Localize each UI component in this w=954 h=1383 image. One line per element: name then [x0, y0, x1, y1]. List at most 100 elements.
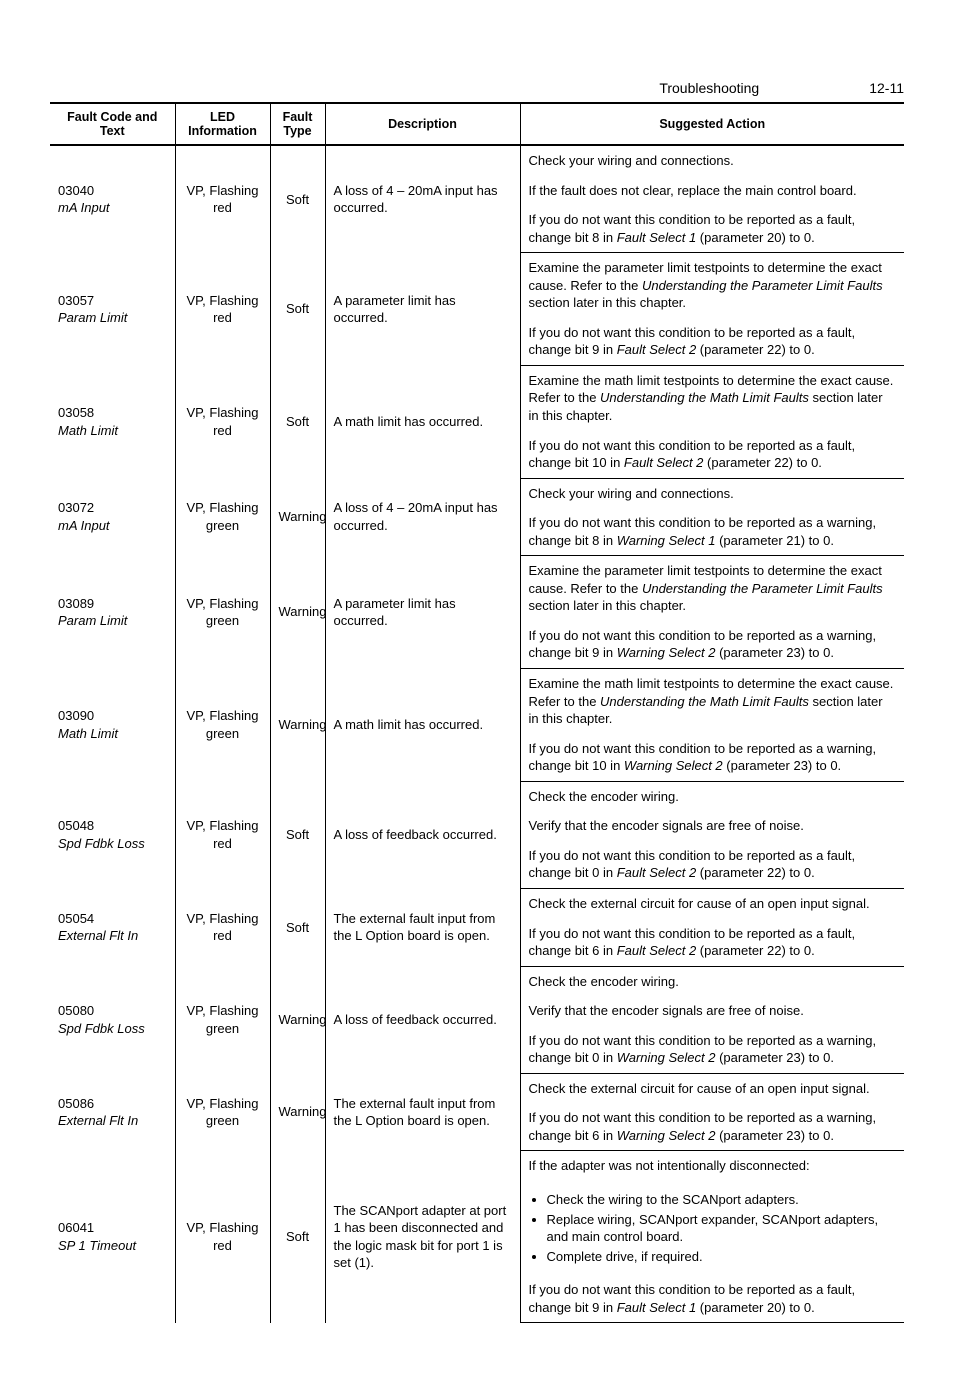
cell-fault-code: 03057Param Limit	[50, 253, 175, 366]
action-text: If you do not want this condition to be …	[529, 514, 897, 549]
col-fault-type: Fault Type	[270, 104, 325, 145]
col-suggested-action: Suggested Action	[520, 104, 904, 145]
cell-description: A loss of 4 – 20mA input has occurred.	[325, 478, 520, 556]
cell-suggested-action: Check the encoder wiring.	[520, 781, 904, 811]
action-text: If you do not want this condition to be …	[529, 324, 897, 359]
cell-suggested-action: If you do not want this condition to be …	[520, 1275, 904, 1323]
cell-fault-code: 03089Param Limit	[50, 556, 175, 669]
action-text: If you do not want this condition to be …	[529, 847, 897, 882]
action-text: If the fault does not clear, replace the…	[529, 182, 897, 200]
cell-fault-type: Soft	[270, 145, 325, 253]
fault-code: 03057	[58, 292, 167, 310]
cell-fault-code: 03040mA Input	[50, 145, 175, 253]
cell-fault-type: Soft	[270, 888, 325, 966]
cell-suggested-action: Examine the parameter limit testpoints t…	[520, 556, 904, 621]
cell-fault-type: Soft	[270, 365, 325, 478]
cell-suggested-action: Check the external circuit for cause of …	[520, 888, 904, 918]
cell-description: The external fault input from the L Opti…	[325, 1073, 520, 1151]
action-text-post: (parameter 20) to 0.	[696, 1300, 815, 1315]
cell-description: A loss of feedback occurred.	[325, 781, 520, 888]
fault-code: 03040	[58, 182, 167, 200]
cell-suggested-action: If you do not want this condition to be …	[520, 205, 904, 253]
table-row: 03089Param LimitVP, Flashing greenWarnin…	[50, 556, 904, 621]
cell-suggested-action: Check the encoder wiring.	[520, 966, 904, 996]
cell-suggested-action: If you do not want this condition to be …	[520, 318, 904, 366]
fault-code: 05080	[58, 1002, 167, 1020]
cell-suggested-action: If you do not want this condition to be …	[520, 1026, 904, 1074]
table-row: 06041SP 1 TimeoutVP, Flashing redSoftThe…	[50, 1151, 904, 1181]
table-row: 03058Math LimitVP, Flashing redSoftA mat…	[50, 365, 904, 430]
action-text: If you do not want this condition to be …	[529, 1109, 897, 1144]
cell-led-info: VP, Flashing red	[175, 145, 270, 253]
cell-fault-code: 03072mA Input	[50, 478, 175, 556]
fault-text: Param Limit	[58, 612, 167, 630]
fault-code: 03090	[58, 707, 167, 725]
fault-text: Math Limit	[58, 725, 167, 743]
fault-text: mA Input	[58, 517, 167, 535]
fault-text: Math Limit	[58, 422, 167, 440]
action-text-post: (parameter 23) to 0.	[715, 1050, 834, 1065]
fault-code: 03058	[58, 404, 167, 422]
action-text: Verify that the encoder signals are free…	[529, 817, 897, 835]
fault-table: Fault Code and Text LED Information Faul…	[50, 104, 904, 1323]
col-led-info: LED Information	[175, 104, 270, 145]
cell-description: A math limit has occurred.	[325, 365, 520, 478]
fault-text: mA Input	[58, 199, 167, 217]
table-row: 03090Math LimitVP, Flashing greenWarning…	[50, 669, 904, 734]
cell-fault-code: 03058Math Limit	[50, 365, 175, 478]
action-param-ref: Fault Select 1	[617, 1300, 697, 1315]
action-param-ref: Fault Select 2	[617, 342, 697, 357]
cell-fault-type: Warning	[270, 478, 325, 556]
action-text: Examine the parameter limit testpoints t…	[529, 562, 897, 615]
action-text-post: (parameter 21) to 0.	[715, 533, 834, 548]
action-text: If you do not want this condition to be …	[529, 1281, 897, 1316]
table-row: 05086External Flt InVP, Flashing greenWa…	[50, 1073, 904, 1103]
fault-text: SP 1 Timeout	[58, 1237, 167, 1255]
action-text: Verify that the encoder signals are free…	[529, 1002, 897, 1020]
cell-led-info: VP, Flashing green	[175, 669, 270, 782]
cell-fault-code: 03090Math Limit	[50, 669, 175, 782]
cell-suggested-action: If you do not want this condition to be …	[520, 841, 904, 889]
action-param-ref: Fault Select 1	[617, 230, 697, 245]
cell-fault-type: Soft	[270, 253, 325, 366]
action-param-ref: Warning Select 2	[617, 1128, 716, 1143]
action-param-ref: Understanding the Math Limit Faults	[600, 694, 809, 709]
action-text-post: (parameter 23) to 0.	[715, 645, 834, 660]
action-text: If you do not want this condition to be …	[529, 627, 897, 662]
cell-suggested-action: Verify that the encoder signals are free…	[520, 996, 904, 1026]
action-text: Examine the math limit testpoints to det…	[529, 372, 897, 425]
cell-fault-code: 06041SP 1 Timeout	[50, 1151, 175, 1323]
fault-code: 06041	[58, 1219, 167, 1237]
table-header-row: Fault Code and Text LED Information Faul…	[50, 104, 904, 145]
action-text-post: (parameter 23) to 0.	[715, 1128, 834, 1143]
fault-text: Param Limit	[58, 309, 167, 327]
cell-fault-code: 05054External Flt In	[50, 888, 175, 966]
action-text: If you do not want this condition to be …	[529, 211, 897, 246]
action-param-ref: Understanding the Parameter Limit Faults	[642, 581, 883, 596]
cell-suggested-action: Verify that the encoder signals are free…	[520, 811, 904, 841]
action-param-ref: Understanding the Math Limit Faults	[600, 390, 809, 405]
table-row: 05080Spd Fdbk LossVP, Flashing greenWarn…	[50, 966, 904, 996]
action-text: If the adapter was not intentionally dis…	[529, 1157, 897, 1175]
cell-description: A loss of feedback occurred.	[325, 966, 520, 1073]
table-row: 03040mA InputVP, Flashing redSoftA loss …	[50, 145, 904, 176]
fault-code: 05048	[58, 817, 167, 835]
fault-code: 03089	[58, 595, 167, 613]
action-param-ref: Warning Select 1	[617, 533, 716, 548]
action-text: If you do not want this condition to be …	[529, 925, 897, 960]
table-row: 03072mA InputVP, Flashing greenWarningA …	[50, 478, 904, 508]
cell-suggested-action: If you do not want this condition to be …	[520, 621, 904, 669]
action-bullet-list: Check the wiring to the SCANport adapter…	[529, 1191, 897, 1265]
cell-suggested-action: Check the external circuit for cause of …	[520, 1073, 904, 1103]
action-bullet: Replace wiring, SCANport expander, SCANp…	[547, 1211, 897, 1246]
action-text-post: (parameter 20) to 0.	[696, 230, 815, 245]
fault-text: External Flt In	[58, 1112, 167, 1130]
header-section: Troubleshooting	[659, 80, 759, 96]
action-bullet: Complete drive, if required.	[547, 1248, 897, 1266]
action-text-post: section later in this chapter.	[529, 295, 687, 310]
action-text: Check the external circuit for cause of …	[529, 895, 897, 913]
action-param-ref: Warning Select 2	[624, 758, 723, 773]
col-fault-code: Fault Code and Text	[50, 104, 175, 145]
cell-suggested-action: Check the wiring to the SCANport adapter…	[520, 1181, 904, 1275]
cell-led-info: VP, Flashing red	[175, 365, 270, 478]
